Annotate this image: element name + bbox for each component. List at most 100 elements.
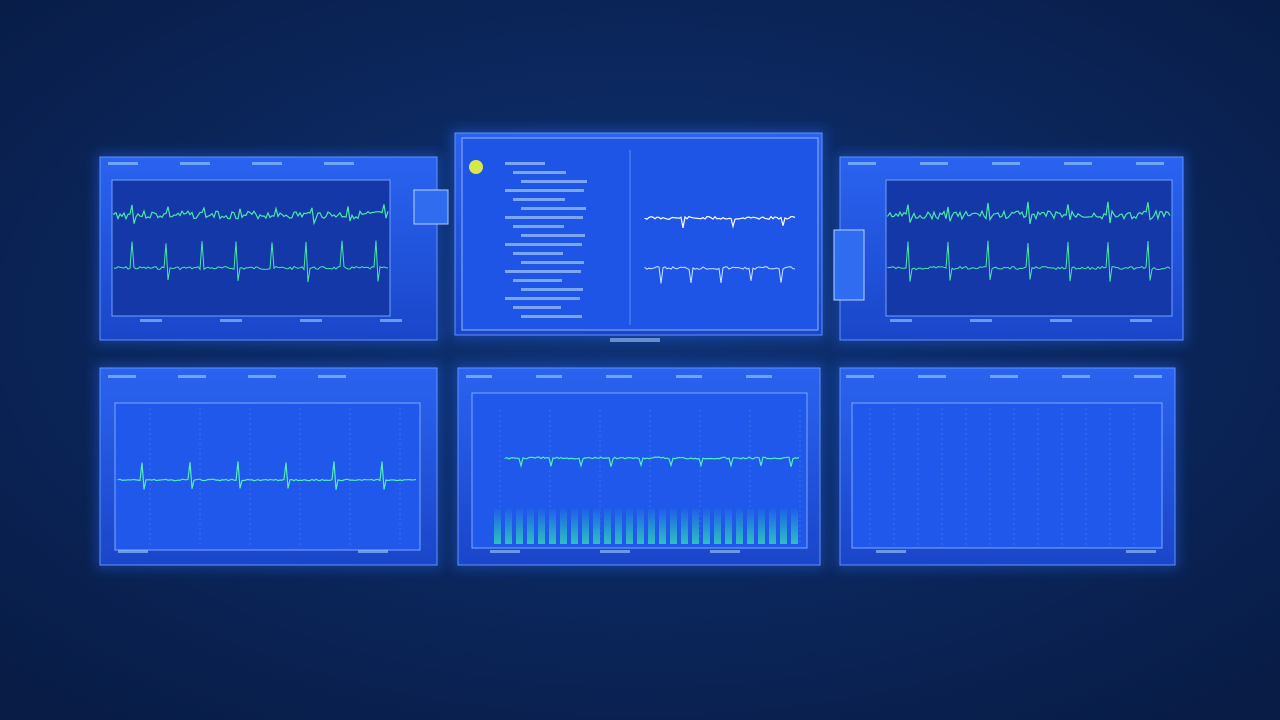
text-placeholder [606,375,632,378]
text-placeholder [505,270,581,273]
level-bar [582,508,589,544]
level-bar [692,508,699,544]
text-placeholder [108,375,136,378]
text-placeholder [1062,375,1090,378]
level-bar [527,508,534,544]
screen [111,179,391,317]
level-bar [780,508,787,544]
waveform [887,240,1171,282]
level-bar [538,508,545,544]
text-placeholder [521,207,586,210]
text-placeholder [248,375,276,378]
text-placeholder [140,319,162,322]
text-placeholder [521,315,582,318]
level-bar [593,508,600,544]
level-bar [615,508,622,544]
text-placeholder [846,375,874,378]
text-placeholder [920,162,948,165]
level-bar [747,508,754,544]
logo [469,160,483,174]
text-placeholder [746,375,772,378]
level-bar [681,508,688,544]
text-placeholder [108,162,138,165]
level-bar [791,508,798,544]
text-placeholder [676,375,702,378]
text-placeholder [178,375,206,378]
text-placeholder [1126,550,1156,553]
text-placeholder [1064,162,1092,165]
monitor [96,364,441,569]
waveform [887,201,1171,225]
text-placeholder [180,162,210,165]
text-placeholder [466,375,492,378]
level-bar [659,508,666,544]
level-bar [670,508,677,544]
text-placeholder [536,375,562,378]
text-placeholder [600,550,630,553]
text-placeholder [513,279,562,282]
text-placeholder [521,288,583,291]
text-placeholder [300,319,322,322]
screen [461,137,819,331]
waveform [113,240,389,283]
text-placeholder [513,198,565,201]
text-placeholder [252,162,282,165]
level-bar [758,508,765,544]
screen [114,402,421,551]
level-bar [714,508,721,544]
text-placeholder [970,319,992,322]
text-placeholder [890,319,912,322]
monitor [836,364,1179,569]
screen [885,179,1173,317]
text-placeholder [505,162,545,165]
text-placeholder [710,550,740,553]
text-placeholder [380,319,402,322]
level-bar [571,508,578,544]
text-placeholder [513,306,561,309]
text-placeholder [505,243,582,246]
text-placeholder [992,162,1020,165]
text-placeholder [1134,375,1162,378]
text-placeholder [1136,162,1164,165]
text-placeholder [990,375,1018,378]
waveform [117,461,417,490]
screen [851,402,1163,549]
waveform [644,266,796,284]
monitor [833,153,1187,344]
level-bar [769,508,776,544]
monitor [451,129,826,342]
text-placeholder [324,162,354,165]
text-placeholder [490,550,520,553]
level-bar [516,508,523,544]
level-bar [648,508,655,544]
text-placeholder [848,162,876,165]
text-placeholder [1050,319,1072,322]
text-placeholder [521,180,587,183]
level-bar [626,508,633,544]
text-placeholder [318,375,346,378]
text-placeholder [118,550,148,553]
waveform [644,215,796,229]
level-bar [725,508,732,544]
text-placeholder [918,375,946,378]
text-placeholder [513,225,564,228]
side-widget [413,189,449,225]
text-placeholder [521,261,584,264]
text-placeholder [1130,319,1152,322]
level-bar [604,508,611,544]
text-placeholder [220,319,242,322]
text-placeholder [505,297,580,300]
side-widget [833,229,865,301]
text-placeholder [505,216,583,219]
level-bar [703,508,710,544]
level-bar [736,508,743,544]
text-placeholder [876,550,906,553]
text-placeholder [358,550,388,553]
text-placeholder [505,189,584,192]
panels [96,129,1187,569]
level-bar [549,508,556,544]
text-placeholder [513,171,566,174]
